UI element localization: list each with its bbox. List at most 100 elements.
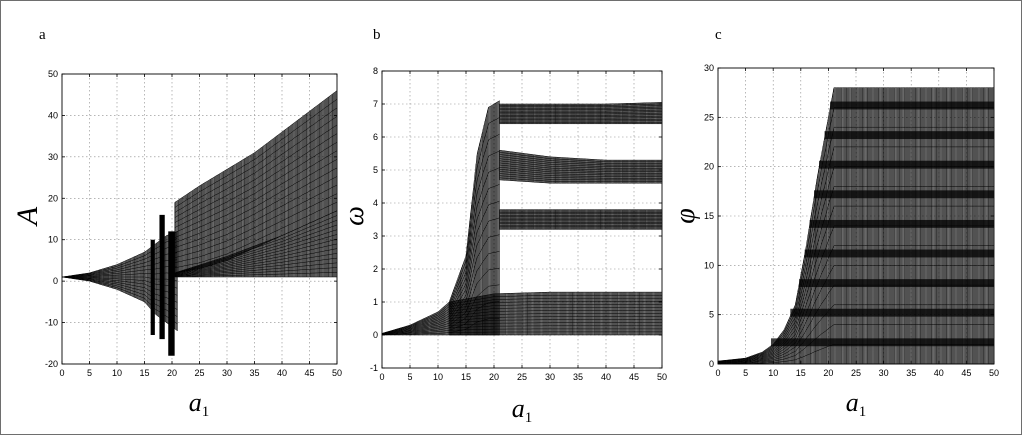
- x-axis-label-sub: 1: [202, 404, 210, 420]
- y-tick-label: 10: [704, 260, 714, 270]
- y-tick-label: 0: [53, 276, 58, 286]
- x-tick-label: 25: [517, 372, 527, 382]
- x-tick-label: 35: [573, 372, 583, 382]
- y-tick-label: 0: [373, 330, 378, 340]
- y-tick-label: 4: [373, 198, 378, 208]
- data-region: [717, 87, 994, 365]
- panel-label: b: [373, 27, 381, 43]
- y-tick-label: 5: [373, 165, 378, 175]
- data-island: [150, 239, 155, 335]
- panel-label: c: [715, 27, 722, 43]
- x-tick-label: 10: [768, 368, 778, 378]
- x-tick-label: 35: [249, 368, 259, 378]
- data-band-striation: [174, 210, 338, 278]
- x-axis-label-main: a: [846, 388, 859, 417]
- chart-panel-c: 0 5 10 15 20 25 30 35 40 45 50 0 5 10 15 20 25 30 c φ a1: [670, 27, 999, 420]
- x-tick-label: 40: [277, 368, 287, 378]
- y-tick-label: 50: [48, 69, 58, 79]
- x-tick-label: 20: [489, 372, 499, 382]
- data-band-striation: [499, 209, 662, 230]
- y-tick-label: 0: [709, 359, 714, 369]
- x-tick-label: 20: [167, 368, 177, 378]
- data-level: [790, 308, 994, 317]
- x-tick-label: 15: [796, 368, 806, 378]
- data-island: [168, 231, 175, 356]
- data-band-striation: [381, 100, 500, 336]
- x-tick-label: 10: [433, 372, 443, 382]
- x-axis-label: a1: [512, 394, 533, 426]
- x-axis-label-main: a: [512, 394, 525, 423]
- data-level: [804, 249, 994, 258]
- x-tick-label: 30: [222, 368, 232, 378]
- x-tick-label: 40: [601, 372, 611, 382]
- data-island: [159, 214, 165, 340]
- x-axis-label-main: a: [189, 388, 202, 417]
- y-tick-label: -20: [45, 359, 58, 369]
- y-axis-label: φ: [670, 208, 701, 224]
- x-tick-label: 5: [407, 372, 412, 382]
- y-tick-label: 20: [704, 162, 714, 172]
- x-tick-label: 35: [906, 368, 916, 378]
- y-tick-label: 6: [373, 132, 378, 142]
- x-tick-label: 45: [629, 372, 639, 382]
- panel-label: a: [39, 27, 46, 43]
- y-tick-label: 30: [48, 152, 58, 162]
- x-tick-label: 25: [851, 368, 861, 378]
- x-tick-label: 0: [59, 368, 64, 378]
- x-tick-label: 30: [545, 372, 555, 382]
- x-tick-label: 50: [989, 368, 999, 378]
- x-tick-label: 15: [461, 372, 471, 382]
- x-tick-label: 10: [112, 368, 122, 378]
- data-level: [830, 101, 994, 110]
- x-axis-label-sub: 1: [525, 410, 533, 426]
- data-band-striation: [499, 149, 662, 184]
- y-tick-label: 20: [48, 193, 58, 203]
- data-band-striation: [449, 291, 662, 336]
- y-tick-label: 8: [373, 66, 378, 76]
- y-tick-label: -1: [370, 363, 378, 373]
- data-region: [381, 100, 663, 336]
- x-axis-label: a1: [846, 388, 867, 420]
- x-tick-label: 45: [961, 368, 971, 378]
- data-band-striation: [61, 231, 178, 332]
- x-tick-label: 50: [657, 372, 667, 382]
- y-axis-label: A: [11, 206, 44, 227]
- x-tick-label: 50: [332, 368, 342, 378]
- data-level: [799, 279, 994, 288]
- x-tick-label: 5: [743, 368, 748, 378]
- y-tick-label: 15: [704, 211, 714, 221]
- y-tick-label: 7: [373, 99, 378, 109]
- x-tick-label: 0: [379, 372, 384, 382]
- x-tick-label: 25: [194, 368, 204, 378]
- data-level: [814, 190, 994, 199]
- data-level: [809, 219, 994, 228]
- x-tick-label: 15: [139, 368, 149, 378]
- x-axis-label-sub: 1: [859, 404, 867, 420]
- y-tick-label: 1: [373, 297, 378, 307]
- y-axis-label: ω: [339, 206, 370, 226]
- data-region: [61, 90, 338, 356]
- y-tick-label: 3: [373, 231, 378, 241]
- data-band-striation: [499, 102, 663, 125]
- y-tick-label: 25: [704, 112, 714, 122]
- data-level: [824, 131, 994, 140]
- data-level: [770, 338, 994, 347]
- chart-panel-a: 0 5 10 15 20 25 30 35 40 45 50 -20 -10 0 10 20 30 40 50 a Aa…: [11, 27, 342, 420]
- data-level: [819, 160, 994, 169]
- x-axis-label: a1: [189, 388, 210, 420]
- y-tick-label: 2: [373, 264, 378, 274]
- y-tick-label: 30: [704, 63, 714, 73]
- y-tick-label: 10: [48, 235, 58, 245]
- y-tick-label: 5: [709, 310, 714, 320]
- y-tick-label: -10: [45, 318, 58, 328]
- x-tick-label: 20: [823, 368, 833, 378]
- x-tick-label: 45: [304, 368, 314, 378]
- y-tick-label: 40: [48, 110, 58, 120]
- x-tick-label: 30: [879, 368, 889, 378]
- x-tick-label: 0: [715, 368, 720, 378]
- x-tick-label: 5: [87, 368, 92, 378]
- x-tick-label: 40: [934, 368, 944, 378]
